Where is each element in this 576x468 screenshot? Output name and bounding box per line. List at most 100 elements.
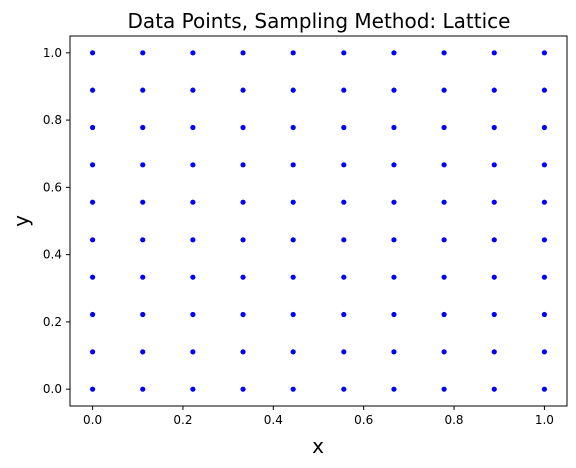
data-point [341,237,347,243]
data-point [290,50,296,56]
data-point [541,87,548,93]
x-axis-ticks: 0.0 0.2 0.4 0.6 0.8 1.0 [83,406,554,427]
data-point [89,349,96,355]
data-point [391,386,397,392]
data-point [391,199,397,205]
data-point [391,237,397,243]
x-tick-label: 0.8 [444,413,463,427]
data-point [341,199,347,205]
data-point [89,87,96,93]
data-point [441,237,447,243]
data-point [240,124,246,131]
data-point [140,124,146,131]
data-point [190,349,196,355]
data-point [391,50,397,56]
data-point [89,274,96,280]
data-point [441,386,447,392]
data-point [89,50,96,56]
data-point [190,124,196,131]
data-point [491,349,497,355]
x-tick-label: 0.4 [264,413,283,427]
data-point [140,199,146,205]
data-point [290,311,296,318]
data-point [240,386,246,392]
data-point [140,162,146,168]
data-point [240,50,246,56]
plot-area [69,35,568,407]
y-axis-label: y [9,215,33,227]
data-point [290,386,296,392]
data-point [190,162,196,168]
data-point [190,274,196,280]
data-point [541,349,548,355]
data-point [190,199,196,205]
data-point [190,237,196,243]
data-point [491,274,497,280]
data-point [491,124,497,131]
data-point [341,274,347,280]
data-point [391,162,397,168]
data-point [491,50,497,56]
data-point [491,199,497,205]
y-tick-label: 0.8 [43,113,62,127]
data-point [541,274,548,280]
data-point [441,50,447,56]
data-point [341,162,347,168]
data-point [290,349,296,355]
data-point [290,162,296,168]
data-point [190,87,196,93]
data-point [240,87,246,93]
data-point [240,349,246,355]
data-points [89,50,548,392]
y-tick-label: 0.6 [43,180,62,194]
data-point [541,162,548,168]
data-point [290,199,296,205]
data-point [441,87,447,93]
data-point [441,162,447,168]
data-point [240,274,246,280]
data-point [89,237,96,243]
y-tick-label: 0.0 [43,382,62,396]
data-point [541,237,548,243]
data-point [441,124,447,131]
x-tick-label: 0.2 [173,413,192,427]
data-point [190,50,196,56]
x-tick-label: 1.0 [535,413,554,427]
data-point [240,237,246,243]
data-point [391,311,397,318]
data-point [89,199,96,205]
data-point [441,274,447,280]
data-point [391,274,397,280]
data-point [441,311,447,318]
data-point [491,386,497,392]
data-point [391,349,397,355]
data-point [341,311,347,318]
data-point [541,124,548,131]
data-point [441,349,447,355]
data-point [190,386,196,392]
data-point [140,50,146,56]
data-point [541,199,548,205]
data-point [89,311,96,318]
data-point [240,162,246,168]
data-point [391,124,397,131]
data-point [441,199,447,205]
data-point [290,87,296,93]
data-point [240,199,246,205]
y-tick-label: 0.4 [43,248,62,262]
data-point [341,349,347,355]
y-tick-label: 1.0 [43,46,62,60]
data-point [341,87,347,93]
data-point [541,311,548,318]
x-tick-label: 0.6 [354,413,373,427]
data-point [89,386,96,392]
data-point [290,237,296,243]
data-point [240,311,246,318]
data-point [140,237,146,243]
data-point [140,87,146,93]
data-point [290,124,296,131]
y-tick-label: 0.2 [43,315,62,329]
data-point [140,349,146,355]
data-point [491,311,497,318]
